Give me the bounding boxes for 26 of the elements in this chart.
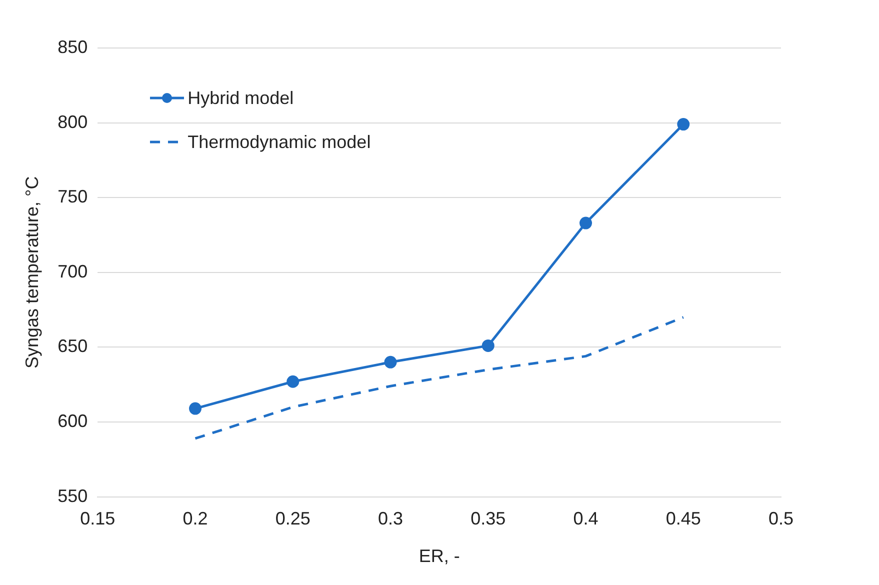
y-tick-label: 750 [58,186,88,207]
x-tick-label: 0.5 [768,508,794,529]
x-tick-label: 0.4 [573,508,598,529]
x-axis-title: ER, - [418,546,460,566]
x-tick-label: 0.15 [80,508,116,529]
point [286,375,300,388]
y-axis-title: Syngas temperature, °C [22,176,42,369]
x-tick-label: 0.2 [182,508,208,529]
point [580,216,592,230]
point [677,118,690,131]
y-tick-label: 600 [58,410,88,431]
legend-label: Thermodynamic model [188,132,371,152]
legend-label: Hybrid model [188,88,294,108]
y-tick-label: 550 [58,486,88,506]
x-tick-label: 0.35 [470,508,506,529]
y-tick-label: 850 [58,36,88,57]
point [384,356,397,368]
x-tick-label: 0.25 [275,508,310,529]
line-series [194,316,685,440]
y-tick-label: 650 [58,336,88,356]
point [482,339,494,352]
x-tick-label: 0.3 [378,508,404,529]
y-tick-label: 800 [58,112,88,132]
y-tick-label: 700 [58,261,88,282]
point [189,402,202,415]
x-tick-label: 0.45 [666,508,701,529]
